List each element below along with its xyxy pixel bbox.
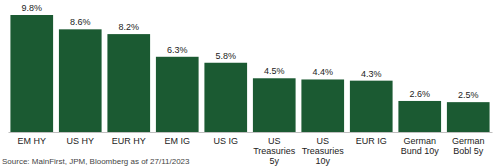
data-label: 8.2% <box>118 22 139 32</box>
tick: USTreasuries10y <box>302 132 345 166</box>
tick-label-line: US IG <box>213 136 238 146</box>
tick: US IG <box>213 132 238 146</box>
chart: 9.8% 8.6% 8.2% 6.3% 5.8% 4.5% 4.4% 4.3% 2.6% 2.5%… <box>0 0 500 168</box>
tick-label-line: EUR HY <box>112 136 146 146</box>
tick-label-line: Treasuries <box>302 146 345 156</box>
tick: EM IG <box>164 132 190 146</box>
tick-label: US IG <box>213 136 238 146</box>
bars <box>10 15 489 132</box>
data-label: 6.3% <box>167 45 188 55</box>
axis-line <box>9 132 493 133</box>
bar <box>447 102 490 132</box>
tick-label: USTreasuries5y <box>253 136 296 166</box>
bar <box>253 78 296 132</box>
tick-label-line: 5y <box>269 156 279 166</box>
tick-label: EUR IG <box>356 136 387 146</box>
data-label: 2.5% <box>458 90 479 100</box>
tick-label-line: Bobl 5y <box>453 146 484 156</box>
bar <box>398 101 441 132</box>
tick-label-line: EUR IG <box>356 136 387 146</box>
tick-label: EM HY <box>18 136 47 146</box>
bar <box>301 79 344 132</box>
bar <box>107 34 150 132</box>
tick: EUR HY <box>112 132 146 146</box>
data-label: 9.8% <box>22 3 43 13</box>
tick-label-line: Treasuries <box>253 146 296 156</box>
bar <box>59 29 102 132</box>
tick-label-line: US HY <box>67 136 95 146</box>
data-label: 2.6% <box>409 89 430 99</box>
tick-label: US HY <box>67 136 95 146</box>
data-labels: 9.8% 8.6% 8.2% 6.3% 5.8% 4.5% 4.4% 4.3% 2.6% 2.5% <box>22 3 479 100</box>
tick: USTreasuries5y <box>253 132 296 166</box>
source-note: Source: MainFirst, JPM, Bloomberg as of … <box>2 157 190 166</box>
data-label: 4.3% <box>361 69 382 79</box>
bar <box>10 15 53 132</box>
tick-label: GermanBund 10y <box>401 136 440 156</box>
tick-label-line: Bund 10y <box>401 146 440 156</box>
tick-label-line: EM HY <box>18 136 47 146</box>
annotations: Source: MainFirst, JPM, Bloomberg as of … <box>2 157 190 166</box>
tick-label-line: 10y <box>315 156 330 166</box>
tick-label-line: German <box>452 136 485 146</box>
data-label: 4.5% <box>264 66 285 76</box>
tick: GermanBobl 5y <box>452 132 485 156</box>
data-label: 8.6% <box>70 17 91 27</box>
bar <box>204 63 247 132</box>
tick: GermanBund 10y <box>401 132 440 156</box>
tick-label-line: US <box>268 136 281 146</box>
tick-label-line: EM IG <box>164 136 190 146</box>
bar <box>156 57 199 132</box>
bar <box>350 81 393 132</box>
tick-label: USTreasuries10y <box>302 136 345 166</box>
tick-label: GermanBobl 5y <box>452 136 485 156</box>
tick: EM HY <box>18 132 47 146</box>
tick-label: EM IG <box>164 136 190 146</box>
data-label: 4.4% <box>312 67 333 77</box>
data-label: 5.8% <box>215 51 236 61</box>
tick: US HY <box>67 132 95 146</box>
tick: EUR IG <box>356 132 387 146</box>
tick-label-line: German <box>403 136 436 146</box>
tick-label-line: US <box>316 136 329 146</box>
tick-label: EUR HY <box>112 136 146 146</box>
